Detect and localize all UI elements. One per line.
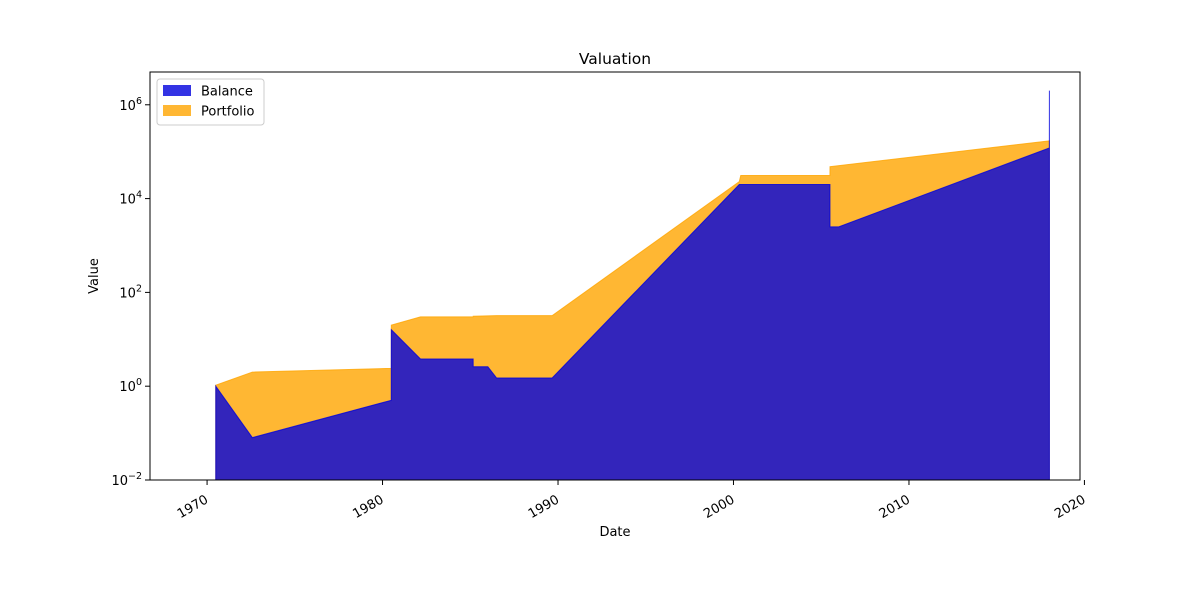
y-tick-label: 10−2 [111,471,142,489]
x-tick-label: 2020 [1052,492,1088,522]
y-axis-ticks: 10−2 100 102 104 106 [111,96,150,489]
x-tick-label: 2010 [877,492,913,522]
chart-title: Valuation [579,50,651,68]
legend-swatch-balance [163,85,191,96]
legend-label-portfolio: Portfolio [201,105,255,120]
x-tick-label: 1990 [526,492,562,522]
x-axis-label: Date [599,525,630,540]
y-tick-label: 104 [119,190,142,208]
x-tick-label: 2000 [701,492,737,522]
plot-areas [215,90,1050,481]
y-axis-label: Value [87,258,102,294]
legend-label-balance: Balance [201,85,253,100]
x-axis-ticks: 1970 1980 1990 2000 2010 2020 [175,480,1088,522]
legend-swatch-portfolio [163,105,191,116]
x-tick-label: 1970 [175,492,211,522]
y-tick-label: 102 [119,283,142,301]
area-series-balance [215,90,1050,481]
legend: Balance Portfolio [156,78,265,126]
y-tick-label: 106 [119,96,142,114]
y-tick-label: 100 [119,377,142,395]
x-tick-label: 1980 [350,492,386,522]
plot-frame [149,71,1081,481]
